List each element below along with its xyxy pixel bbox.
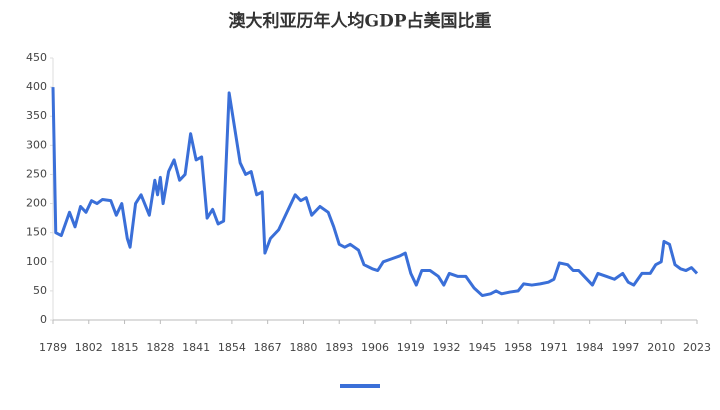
x-tick-label: 1893 <box>325 341 353 354</box>
y-tick-label: 250 <box>26 167 47 180</box>
y-tick-label: 400 <box>26 80 47 93</box>
line <box>51 87 699 298</box>
y-tick-label: 50 <box>33 284 47 297</box>
y-tick-label: 0 <box>40 313 47 326</box>
x-tick-label: 1958 <box>504 341 532 354</box>
x-tick-label: 1919 <box>397 341 425 354</box>
x-tick-label: 1880 <box>289 341 317 354</box>
y-tick-label: 100 <box>26 255 47 268</box>
x-tick-label: 1945 <box>468 341 496 354</box>
x-tick-label: 1867 <box>254 341 282 354</box>
x-tick-label: 1815 <box>111 341 139 354</box>
y-tick-label: 350 <box>26 109 47 122</box>
x-tick-label: 2023 <box>683 341 711 354</box>
y-tick-label: 150 <box>26 226 47 239</box>
y-tick-label: 200 <box>26 197 47 210</box>
chart-title: 澳大利亚历年人均GDP占美国比重 <box>228 11 491 32</box>
x-tick-label: 1932 <box>433 341 461 354</box>
x-tick-label: 1906 <box>361 341 389 354</box>
x-tick-label: 1789 <box>39 341 67 354</box>
x-tick-label: 1802 <box>75 341 103 354</box>
x-tick-label: 1841 <box>182 341 210 354</box>
y-tick-label: 450 <box>26 51 47 64</box>
x-tick-label: 1997 <box>611 341 639 354</box>
y-tick-label: 300 <box>26 138 47 151</box>
x-tick-label: 1854 <box>218 341 246 354</box>
x-tick-label: 1984 <box>576 341 604 354</box>
x-tick-label: 2010 <box>647 341 675 354</box>
x-tick-label: 1828 <box>146 341 174 354</box>
x-tick-label: 1971 <box>540 341 568 354</box>
